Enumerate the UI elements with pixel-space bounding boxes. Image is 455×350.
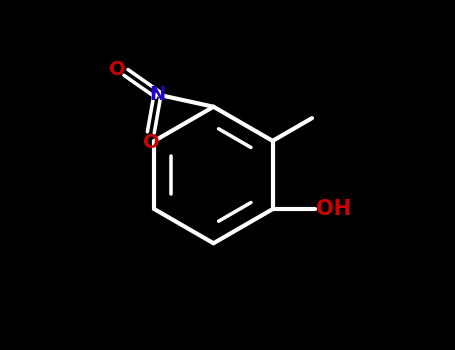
Text: N: N	[149, 85, 166, 104]
Text: O: O	[142, 133, 159, 152]
Text: OH: OH	[316, 199, 351, 219]
Text: O: O	[109, 60, 126, 79]
